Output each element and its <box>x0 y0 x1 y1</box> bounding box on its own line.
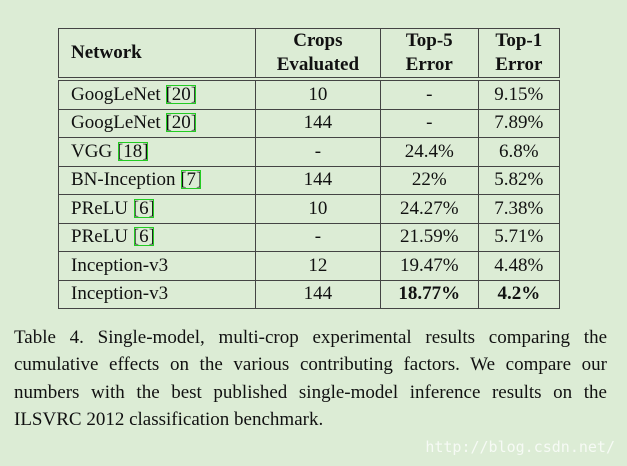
crops-cell: 10 <box>254 78 381 110</box>
table-row: BN-Inception [7] 144 22% 5.82% <box>58 165 561 195</box>
table-row: Inception-v3 144 18.77% 4.2% <box>58 279 561 309</box>
watermark: http://blog.csdn.net/ <box>425 438 615 456</box>
column-header: Crops Evaluated <box>254 28 381 81</box>
column-header: Network <box>58 28 256 81</box>
network-cell: Inception-v3 <box>58 279 256 309</box>
top1-cell: 4.48% <box>477 251 561 281</box>
network-cell: PReLU [6] <box>58 222 256 252</box>
network-name: GoogLeNet <box>71 83 161 105</box>
table-row: GoogLeNet [20] 10-9.15% <box>58 78 561 110</box>
top1-cell: 5.82% <box>477 165 561 195</box>
network-cell: VGG [18] <box>58 137 256 167</box>
citation: [18] <box>116 140 149 162</box>
citation: [6] <box>132 226 155 248</box>
top1-cell: 7.38% <box>477 194 561 224</box>
top1-cell: 7.89% <box>477 108 561 138</box>
table-body: GoogLeNet [20] 10-9.15% GoogLeNet [20] 144-… <box>58 78 561 309</box>
crops-cell: 144 <box>254 108 381 138</box>
crops-cell: 144 <box>254 165 381 195</box>
citation: [20] <box>165 112 198 134</box>
citation: [20] <box>165 83 198 105</box>
top5-cell: - <box>379 108 479 138</box>
table-row: PReLU [6] 10 24.27% 7.38% <box>58 194 561 224</box>
network-name: Inception-v3 <box>71 283 169 305</box>
table-row: GoogLeNet [20] 144-7.89% <box>58 108 561 138</box>
caption: Table 4. Single-model, multi-crop experi… <box>14 327 607 430</box>
top5-cell: 18.77% <box>379 279 479 309</box>
network-name: GoogLeNet <box>71 112 161 134</box>
crops-cell: 144 <box>254 279 381 309</box>
results-table: Network Crops Evaluated Top-5 Error Top-1 E… <box>58 28 561 309</box>
column-header: Top-5 Error <box>379 28 479 81</box>
network-name: Inception-v3 <box>71 254 169 276</box>
network-name: VGG <box>71 140 113 162</box>
top1-cell: 4.2% <box>477 279 561 309</box>
top1-cell: 9.15% <box>477 78 561 110</box>
network-name: PReLU <box>71 226 128 248</box>
network-cell: BN-Inception [7] <box>58 165 256 195</box>
top5-cell: 24.4% <box>379 137 479 167</box>
column-header: Top-1 Error <box>477 28 561 81</box>
crops-cell: - <box>254 222 381 252</box>
top5-cell: 24.27% <box>379 194 479 224</box>
top5-cell: - <box>379 78 479 110</box>
top5-cell: 22% <box>379 165 479 195</box>
network-cell: GoogLeNet [20] <box>58 108 256 138</box>
network-name: PReLU <box>71 197 128 219</box>
crops-cell: 12 <box>254 251 381 281</box>
table-row: Inception-v3 12 19.47% 4.48% <box>58 251 561 281</box>
header-row: Network Crops Evaluated Top-5 Error Top-1 E… <box>58 28 561 81</box>
network-name: BN-Inception <box>71 169 176 191</box>
network-cell: PReLU [6] <box>58 194 256 224</box>
crops-cell: 10 <box>254 194 381 224</box>
citation: [6] <box>132 197 155 219</box>
network-cell: GoogLeNet [20] <box>58 78 256 110</box>
network-cell: Inception-v3 <box>58 251 256 281</box>
top1-cell: 5.71% <box>477 222 561 252</box>
citation: [7] <box>180 169 203 191</box>
table-row: VGG [18] -24.4% 6.8% <box>58 137 561 167</box>
top1-cell: 6.8% <box>477 137 561 167</box>
top5-cell: 19.47% <box>379 251 479 281</box>
crops-cell: - <box>254 137 381 167</box>
table-row: PReLU [6] -21.59% 5.71% <box>58 222 561 252</box>
top5-cell: 21.59% <box>379 222 479 252</box>
